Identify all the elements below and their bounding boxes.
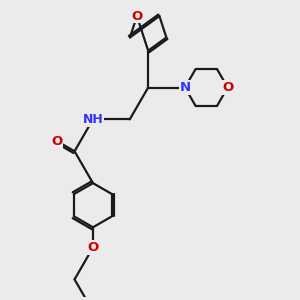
Text: O: O	[87, 241, 99, 254]
Text: O: O	[131, 10, 142, 22]
Text: O: O	[51, 135, 63, 148]
Text: NH: NH	[82, 113, 103, 126]
Text: O: O	[222, 81, 233, 94]
Text: N: N	[179, 81, 191, 94]
